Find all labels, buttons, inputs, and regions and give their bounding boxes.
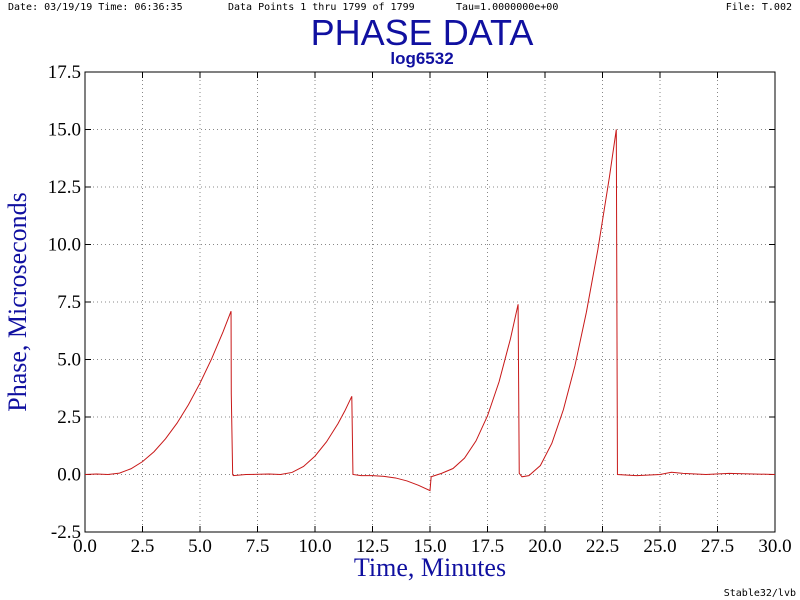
y-tick-label: -2.5 [51,522,81,543]
y-tick-label: 10.0 [48,235,81,256]
y-axis-label: Phase, Microseconds [3,192,32,412]
y-tick-label: 12.5 [48,177,81,198]
x-tick-label: 20.0 [528,536,561,557]
data-line [84,129,776,492]
x-tick-label: 2.5 [131,536,155,557]
x-tick-label: 22.5 [586,536,619,557]
y-tick-label: 5.0 [57,350,81,371]
footer: Stable32/lvb [724,588,796,599]
x-tick-label: 7.5 [246,536,270,557]
x-tick-label: 5.0 [188,536,212,557]
x-tick-label: 12.5 [356,536,389,557]
x-tick-label: 25.0 [643,536,676,557]
x-tick-label: 30.0 [758,536,791,557]
plot-frame [84,71,776,533]
y-tick-label: 17.5 [48,62,81,83]
header-points: Data Points 1 thru 1799 of 1799 [228,2,415,13]
header-file: File: T.002 [726,2,792,13]
x-tick-label: 17.5 [471,536,504,557]
chart-title: PHASE DATA [311,12,534,53]
x-tick-label: 10.0 [298,536,331,557]
x-tick-label: 0.0 [73,536,97,557]
y-tick-label: 15.0 [48,120,81,141]
chart-subtitle: log6532 [390,49,453,68]
x-tick-label: 27.5 [701,536,734,557]
y-tick-label: 7.5 [57,292,81,313]
y-tick-label: 0.0 [57,465,81,486]
header-tau: Tau=1.0000000e+00 [456,2,558,13]
x-tick-label: 15.0 [413,536,446,557]
header-date: Date: 03/19/19 Time: 06:36:35 [8,2,183,13]
x-axis-label: Time, Minutes [354,553,506,582]
y-tick-label: 2.5 [57,407,81,428]
